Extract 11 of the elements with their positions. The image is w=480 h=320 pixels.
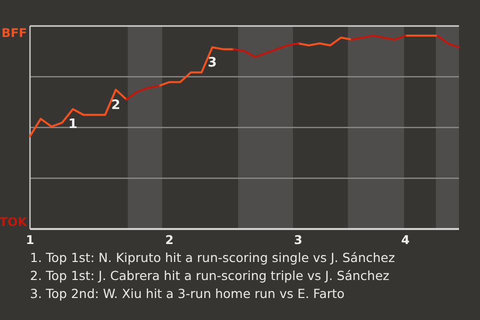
x-tick-label: 1 (26, 233, 34, 247)
x-tick-label: 4 (401, 233, 410, 247)
text: 3. Top 2nd: W. Xiu hit a 3-run home run vs E. Farto (30, 286, 345, 301)
text: BFF (1, 26, 27, 40)
text: 1. Top 1st: N. Kipruto hit a run-scoring single vs J. Sánchez (30, 250, 396, 265)
annotation: 3 (208, 55, 217, 70)
x-tick-label: 3 (294, 233, 302, 247)
x-tick-label: 2 (165, 233, 174, 247)
annotation: 2 (111, 98, 120, 113)
text: 2. Top 1st: J. Cabrera hit a run-scoring triple vs J. Sánchez (30, 268, 390, 283)
annotation: 1 (68, 117, 78, 132)
